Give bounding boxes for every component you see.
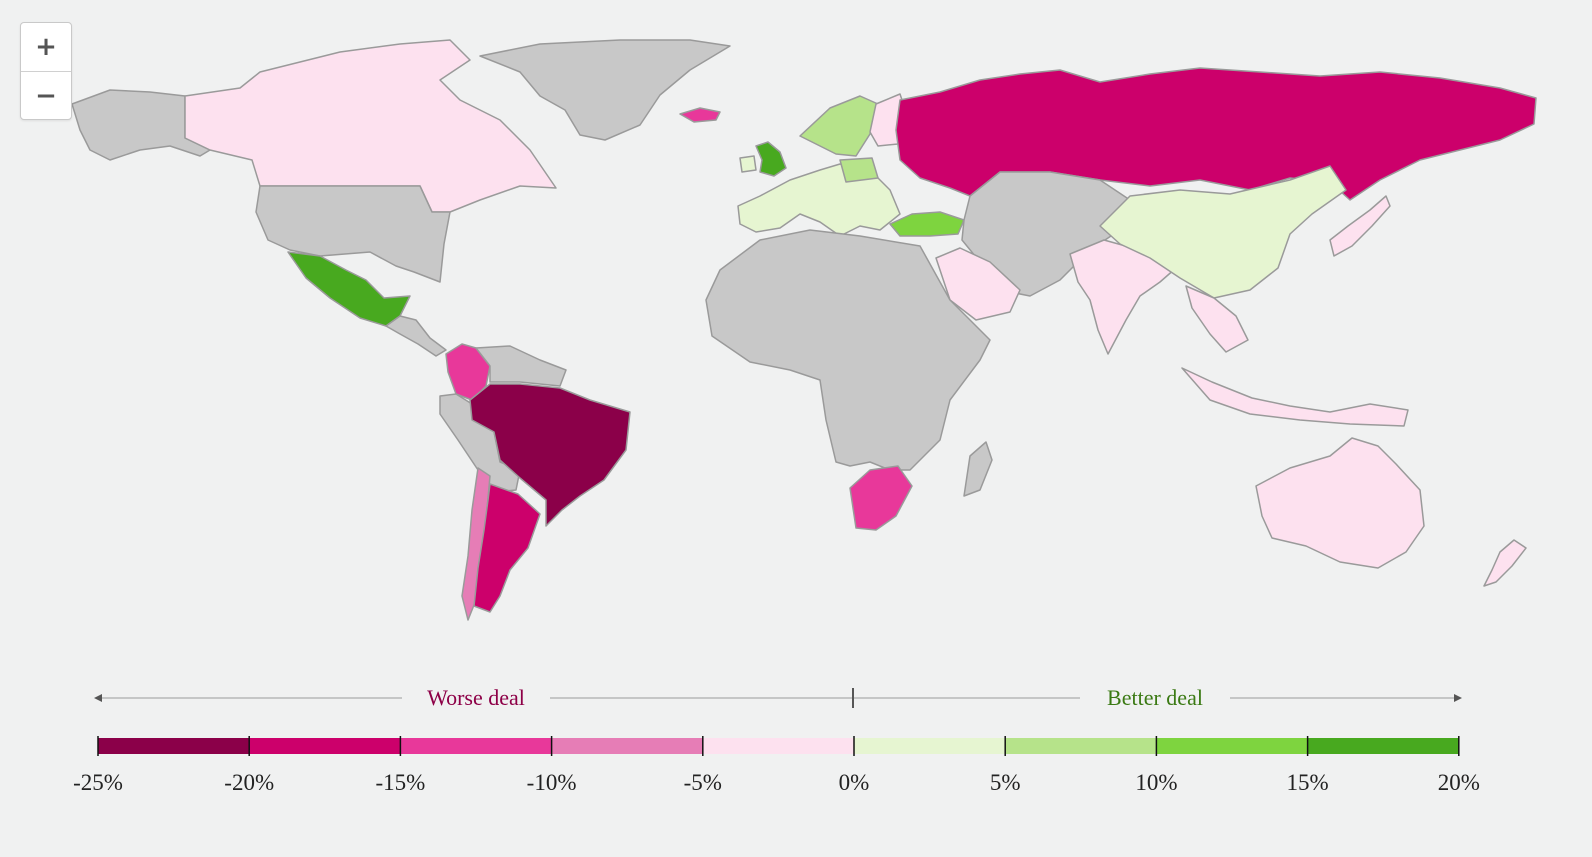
- zoom-out-button[interactable]: −: [21, 71, 71, 119]
- region-norway-sweden[interactable]: [799, 95, 879, 157]
- legend-bin: [98, 738, 250, 754]
- region-argentina[interactable]: [473, 483, 541, 613]
- region-colombia[interactable]: [445, 343, 491, 401]
- region-usa[interactable]: [255, 185, 451, 283]
- legend-bin: [1005, 738, 1157, 754]
- world-map-svg: [71, 39, 1537, 621]
- zoom-control: + −: [20, 22, 72, 120]
- region-peru-bolivia[interactable]: [439, 393, 521, 493]
- worse-arrowhead: [94, 694, 102, 702]
- legend-tick-label: 20%: [1438, 770, 1480, 795]
- legend-tick-label: -25%: [73, 770, 123, 795]
- region-western-europe[interactable]: [737, 163, 901, 237]
- region-australia[interactable]: [1255, 437, 1425, 569]
- legend: Worse deal Better deal -25% -20% -15% -10% -…: [0, 660, 1592, 852]
- region-poland[interactable]: [839, 157, 879, 183]
- region-south-africa[interactable]: [849, 465, 913, 531]
- legend-tick-label: 5%: [990, 770, 1021, 795]
- region-united-kingdom[interactable]: [755, 141, 787, 177]
- legend-tick-label: -20%: [224, 770, 274, 795]
- region-ireland[interactable]: [739, 155, 757, 173]
- region-venezuela[interactable]: [475, 345, 567, 387]
- legend-bin: [551, 738, 703, 754]
- legend-tick-label: -10%: [527, 770, 577, 795]
- region-madagascar[interactable]: [963, 441, 993, 497]
- region-turkey[interactable]: [889, 211, 965, 237]
- region-canada[interactable]: [184, 39, 557, 213]
- worse-deal-label: Worse deal: [427, 685, 525, 710]
- region-brazil[interactable]: [469, 383, 631, 527]
- legend-bin: [1307, 738, 1459, 754]
- region-new-zealand[interactable]: [1483, 539, 1527, 587]
- region-mexico[interactable]: [287, 251, 411, 327]
- region-alaska[interactable]: [71, 89, 211, 161]
- region-japan[interactable]: [1329, 195, 1391, 257]
- legend-tick-label: 15%: [1287, 770, 1329, 795]
- region-southeast-asia[interactable]: [1185, 285, 1249, 353]
- region-china[interactable]: [1099, 165, 1347, 299]
- world-map[interactable]: + −: [0, 0, 1592, 660]
- legend-tick-label: -5%: [684, 770, 722, 795]
- legend-bin: [854, 738, 1006, 754]
- legend-bin: [702, 738, 854, 754]
- region-central-america[interactable]: [385, 315, 447, 357]
- legend-tick-label: 10%: [1135, 770, 1177, 795]
- zoom-in-button[interactable]: +: [21, 23, 71, 71]
- legend-svg: Worse deal Better deal -25% -20% -15% -10% -…: [73, 685, 1480, 795]
- better-arrowhead: [1454, 694, 1462, 702]
- legend-bin: [1156, 738, 1308, 754]
- region-greenland[interactable]: [479, 39, 731, 141]
- legend-bin: [249, 738, 401, 754]
- legend-bin: [400, 738, 552, 754]
- region-indonesia[interactable]: [1181, 367, 1409, 427]
- legend-tick-label: 0%: [839, 770, 870, 795]
- legend-tick-label: -15%: [375, 770, 425, 795]
- better-deal-label: Better deal: [1107, 685, 1203, 710]
- region-iceland[interactable]: [679, 107, 721, 123]
